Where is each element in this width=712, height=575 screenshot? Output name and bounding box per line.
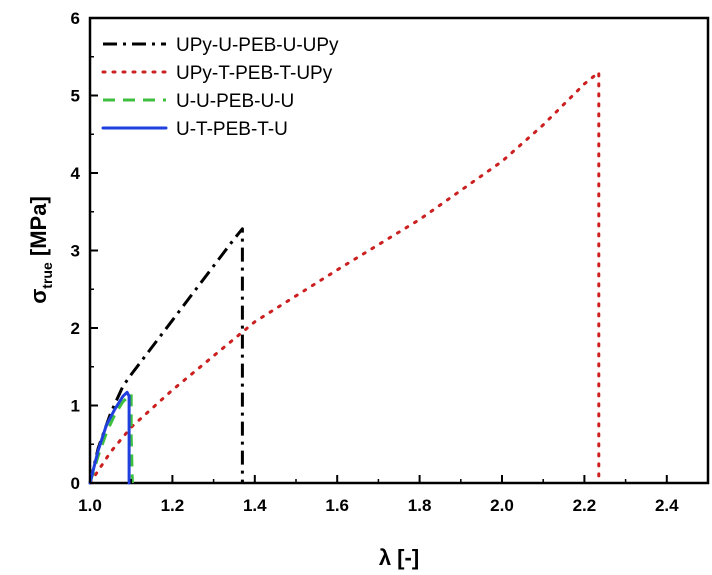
legend-label-0: UPy-U-PEB-U-UPy	[176, 35, 339, 56]
y-tick-label: 3	[71, 242, 80, 261]
y-axis-title-sub: true	[39, 262, 55, 289]
plot-frame	[88, 16, 710, 485]
x-tick-label: 1.0	[78, 496, 102, 515]
x-tick-label: 2.4	[655, 496, 679, 515]
legend-label-3: U-T-PEB-T-U	[176, 119, 288, 140]
x-tick-label: 1.2	[161, 496, 185, 515]
series-line-0	[88, 227, 244, 484]
y-tick-label: 6	[71, 9, 80, 28]
series-line-3	[88, 390, 131, 485]
x-axis-title: λ [-]	[379, 545, 419, 570]
legend-label-2: U-U-PEB-U-U	[176, 91, 294, 112]
x-tick-label: 2.0	[490, 496, 514, 515]
y-axis-title-unit: [MPa]	[26, 196, 51, 262]
y-axis: 0 1 2 3 4 5 6	[71, 9, 98, 493]
x-tick-label: 1.4	[243, 496, 267, 515]
y-tick-label: 5	[71, 87, 80, 106]
y-tick-label: 0	[71, 474, 80, 493]
x-tick-label: 1.8	[408, 496, 432, 515]
y-axis-title-main: σ	[26, 289, 51, 304]
series-line-2	[88, 392, 134, 484]
y-tick-label: 1	[71, 397, 80, 416]
y-tick-label: 4	[71, 164, 81, 183]
x-tick-label: 1.6	[325, 496, 349, 515]
x-tick-label: 2.2	[573, 496, 597, 515]
y-tick-label: 2	[71, 319, 80, 338]
series-layer	[88, 70, 601, 485]
legend-label-1: UPy-T-PEB-T-UPy	[176, 63, 333, 84]
series-line-1	[88, 70, 601, 485]
legend: UPy-U-PEB-U-UPy UPy-T-PEB-T-UPy U-U-PEB-U-…	[101, 35, 339, 140]
x-axis: 1.0 1.2 1.4 1.6 1.8 2.0 2.2 2.4	[78, 475, 679, 515]
y-axis-title: σtrue [MPa]	[26, 196, 55, 304]
